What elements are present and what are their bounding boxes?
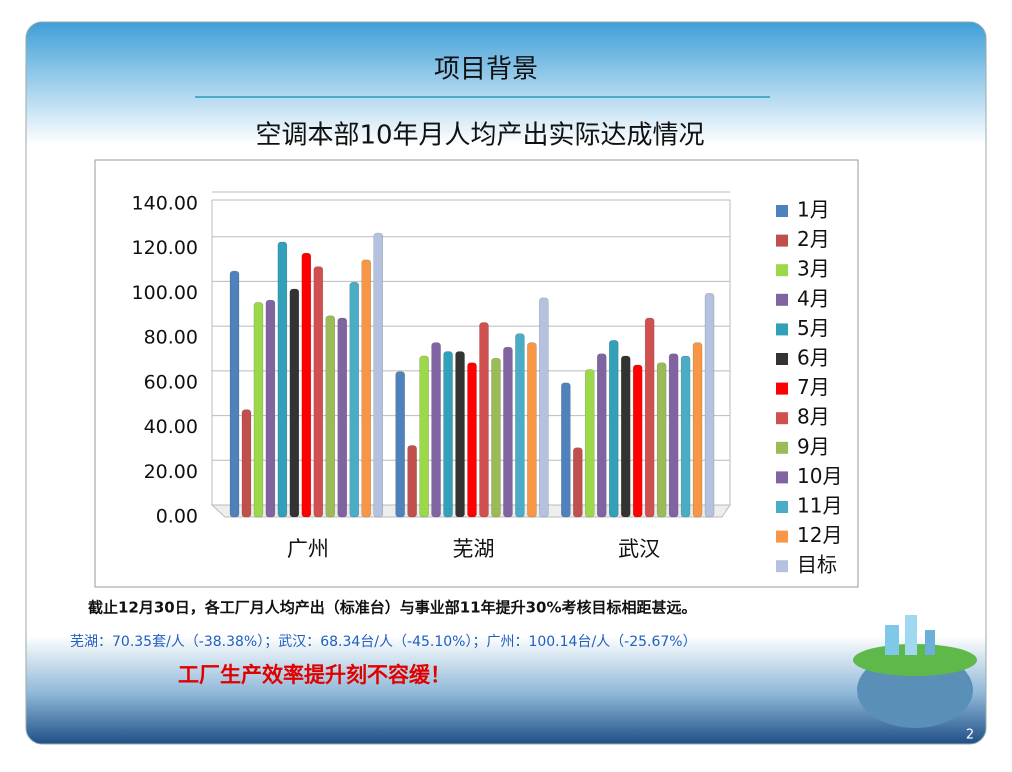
legend-label: 7月 xyxy=(797,375,830,399)
legend-label: 5月 xyxy=(797,316,830,340)
bar xyxy=(704,293,715,518)
legend-swatch xyxy=(776,412,788,425)
bar xyxy=(491,358,501,518)
bar xyxy=(301,252,312,518)
y-tick-label: 0.00 xyxy=(156,506,198,528)
bar xyxy=(407,445,417,518)
bar xyxy=(656,362,667,518)
legend-swatch xyxy=(776,530,788,543)
legend-label: 8月 xyxy=(797,405,830,429)
bar xyxy=(313,266,324,518)
legend-swatch xyxy=(776,353,788,365)
bar xyxy=(608,340,619,518)
slogan: 工厂生产效率提升刻不容缓！ xyxy=(178,663,451,687)
y-tick-label: 60.00 xyxy=(144,371,198,393)
bar xyxy=(253,302,264,518)
legend-swatch xyxy=(776,205,788,217)
x-tick-label: 芜湖 xyxy=(453,537,495,561)
y-tick-label: 80.00 xyxy=(144,327,198,349)
legend-label: 4月 xyxy=(797,286,830,310)
y-tick-label: 20.00 xyxy=(144,461,198,483)
bar xyxy=(289,288,300,518)
bar xyxy=(479,322,489,518)
bar xyxy=(349,282,359,518)
bar xyxy=(337,317,348,518)
legend-label: 2月 xyxy=(797,227,830,251)
legend-swatch xyxy=(776,293,788,306)
page-number: 2 xyxy=(966,728,974,743)
bar xyxy=(265,299,276,518)
y-tick-label: 120.00 xyxy=(132,237,198,259)
bar xyxy=(527,342,537,518)
bar xyxy=(467,362,477,518)
bar xyxy=(644,317,655,518)
bar xyxy=(515,333,525,518)
legend-swatch xyxy=(776,441,788,454)
plot: 0.00 20.00 40.00 60.00 80.00 100.00 120.00 140.… xyxy=(132,191,842,577)
bar xyxy=(561,382,571,518)
bar xyxy=(361,259,371,518)
y-tick-label: 40.00 xyxy=(144,416,198,438)
x-tick-label: 武汉 xyxy=(618,537,660,561)
bar xyxy=(229,270,240,518)
bar xyxy=(597,353,607,518)
slide-title: 项目背景 xyxy=(434,55,538,85)
legend-label: 目标 xyxy=(797,553,837,577)
bar xyxy=(419,355,429,518)
legend-label: 3月 xyxy=(797,257,830,281)
bar xyxy=(373,232,383,518)
note: 截止12月30日，各工厂月人均产出（标准台）与事业部11年提升30%考核目标相距… xyxy=(88,599,697,617)
legend-swatch xyxy=(776,264,788,277)
detail: 芜湖：70.35套/人（-38.38%）；武汉：68.34台/人（-45.10%… xyxy=(70,633,697,650)
bar xyxy=(503,346,513,518)
bar xyxy=(395,371,405,518)
bar xyxy=(680,355,691,518)
x-tick-label: 广州 xyxy=(287,537,329,561)
y-tick-label: 100.00 xyxy=(132,282,198,304)
bar xyxy=(632,364,643,518)
bar xyxy=(692,342,703,518)
legend-label: 1月 xyxy=(797,198,830,222)
legend-swatch xyxy=(776,234,788,247)
bar xyxy=(585,369,595,518)
bar xyxy=(443,351,453,518)
legend-label: 6月 xyxy=(797,346,830,370)
bar xyxy=(668,353,679,518)
legend-label: 9月 xyxy=(797,434,830,458)
bar xyxy=(431,342,441,518)
bar xyxy=(277,241,288,518)
y-tick-label: 140.00 xyxy=(132,193,198,215)
legend-swatch xyxy=(776,471,788,484)
bar xyxy=(325,315,336,518)
legend-swatch xyxy=(776,323,788,336)
bar xyxy=(241,409,252,518)
legend-label: 11月 xyxy=(797,494,842,518)
legend-swatch xyxy=(776,501,788,513)
bar xyxy=(455,351,465,518)
chart-title: 空调本部10年月人均产出实际达成情况 xyxy=(255,121,704,151)
bar xyxy=(539,297,549,518)
legend-swatch xyxy=(776,560,788,573)
globe-decoration xyxy=(853,615,977,728)
legend-swatch xyxy=(776,382,788,395)
legend-label: 10月 xyxy=(797,464,842,488)
legend-label: 12月 xyxy=(797,523,842,547)
bar xyxy=(620,355,631,518)
bar xyxy=(573,447,583,518)
